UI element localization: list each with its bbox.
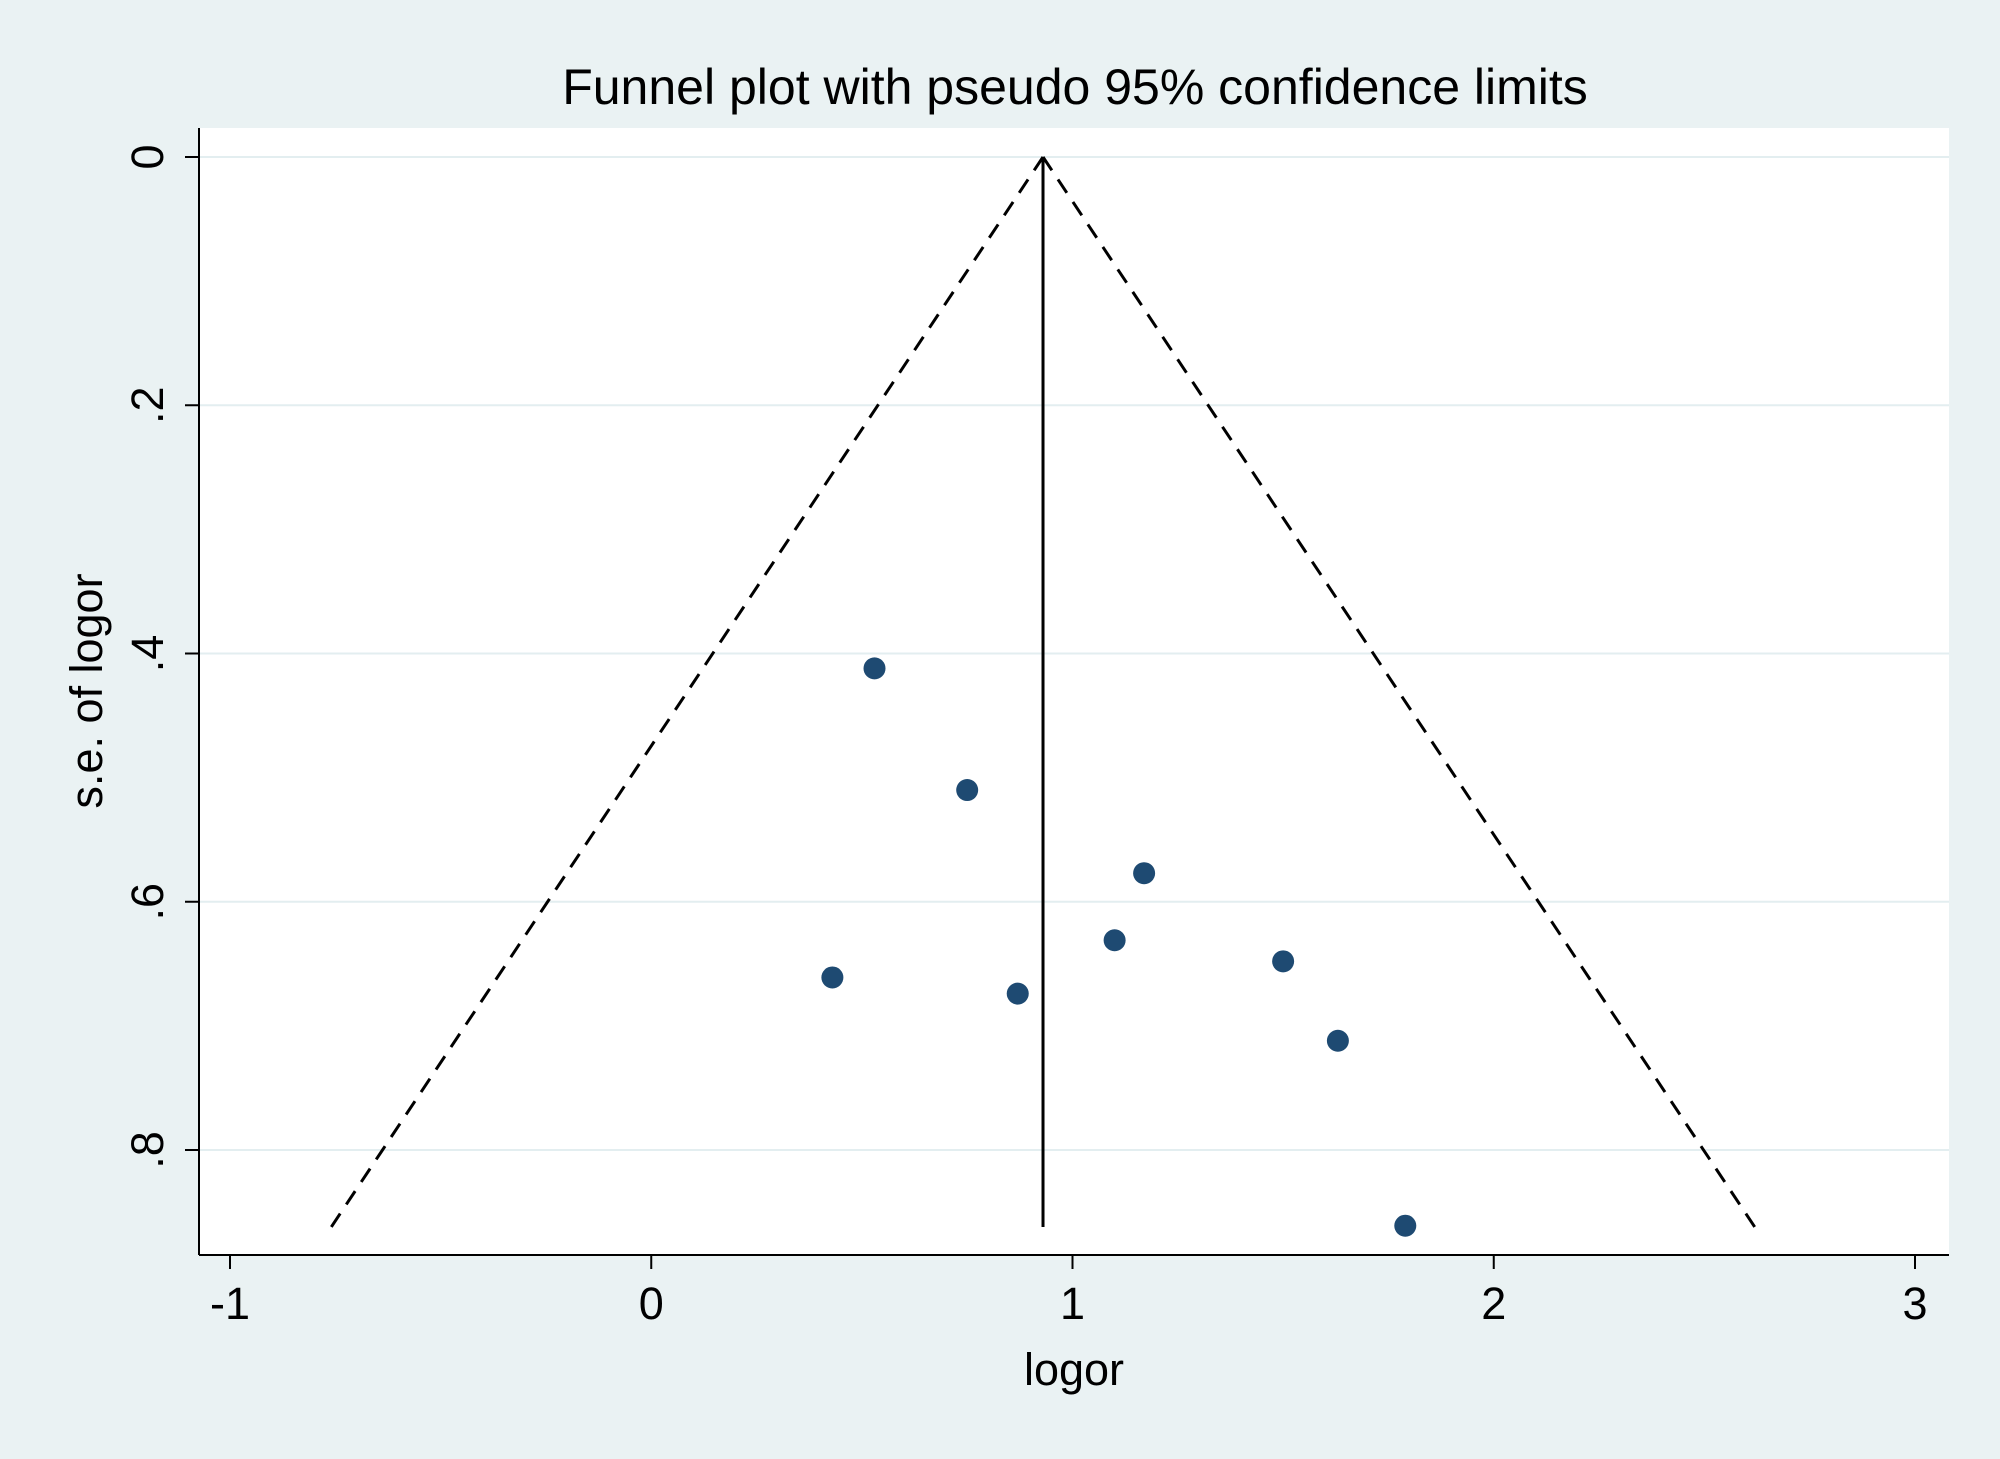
x-tick-label: 3 <box>1902 1278 1927 1329</box>
data-point <box>1103 929 1126 952</box>
y-tick-label: .2 <box>122 386 173 424</box>
data-point <box>956 779 979 802</box>
funnel-layer <box>330 156 1756 1228</box>
data-point <box>1272 950 1295 973</box>
y-tick-label: .6 <box>122 883 173 921</box>
x-tick-label: 2 <box>1481 1278 1506 1329</box>
data-point <box>1326 1029 1349 1052</box>
y-tick-label: .4 <box>122 635 173 673</box>
grid-layer <box>199 156 1949 1151</box>
data-point <box>1394 1214 1417 1237</box>
chart-title: Funnel plot with pseudo 95% confidence l… <box>562 59 1588 115</box>
data-point <box>1133 862 1156 885</box>
x-axis-label: logor <box>1024 1344 1124 1395</box>
data-point <box>863 657 886 680</box>
y-tick-label: .8 <box>122 1131 173 1169</box>
point-layer <box>821 657 1417 1237</box>
y-tick-label: 0 <box>122 144 173 169</box>
data-point <box>821 966 844 989</box>
plot-area <box>199 128 1949 1255</box>
x-tick-label: -1 <box>210 1278 250 1329</box>
y-axis-label: s.e. of logor <box>61 573 112 808</box>
x-tick-label: 0 <box>639 1278 664 1329</box>
x-tick-label: 1 <box>1060 1278 1085 1329</box>
axis-layer: -1 0 1 2 3 0 .2 .4 .6 .8 <box>122 128 1949 1329</box>
data-point <box>1006 982 1029 1005</box>
